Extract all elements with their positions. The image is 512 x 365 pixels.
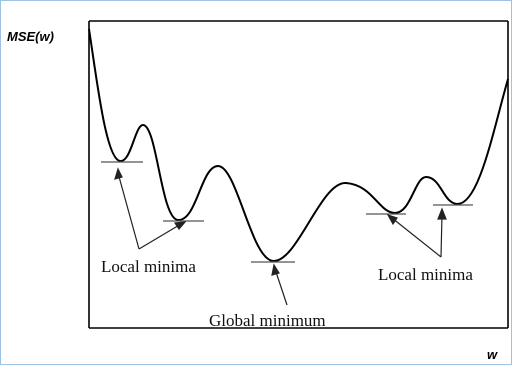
local-minima-label-right: Local minima [378, 265, 473, 284]
x-axis-label: w [487, 347, 498, 362]
arrow-global [271, 263, 288, 306]
arrow-local-left-1 [114, 167, 140, 250]
arrow-local-left-2 [138, 221, 187, 250]
y-axis-label: MSE(w) [7, 29, 54, 44]
arrow-local-right-1 [386, 213, 442, 258]
global-minimum-label: Global minimum [209, 311, 326, 330]
local-minima-label-left: Local minima [101, 257, 196, 276]
arrow-local-right-2 [437, 207, 447, 258]
mse-curve [88, 28, 509, 263]
